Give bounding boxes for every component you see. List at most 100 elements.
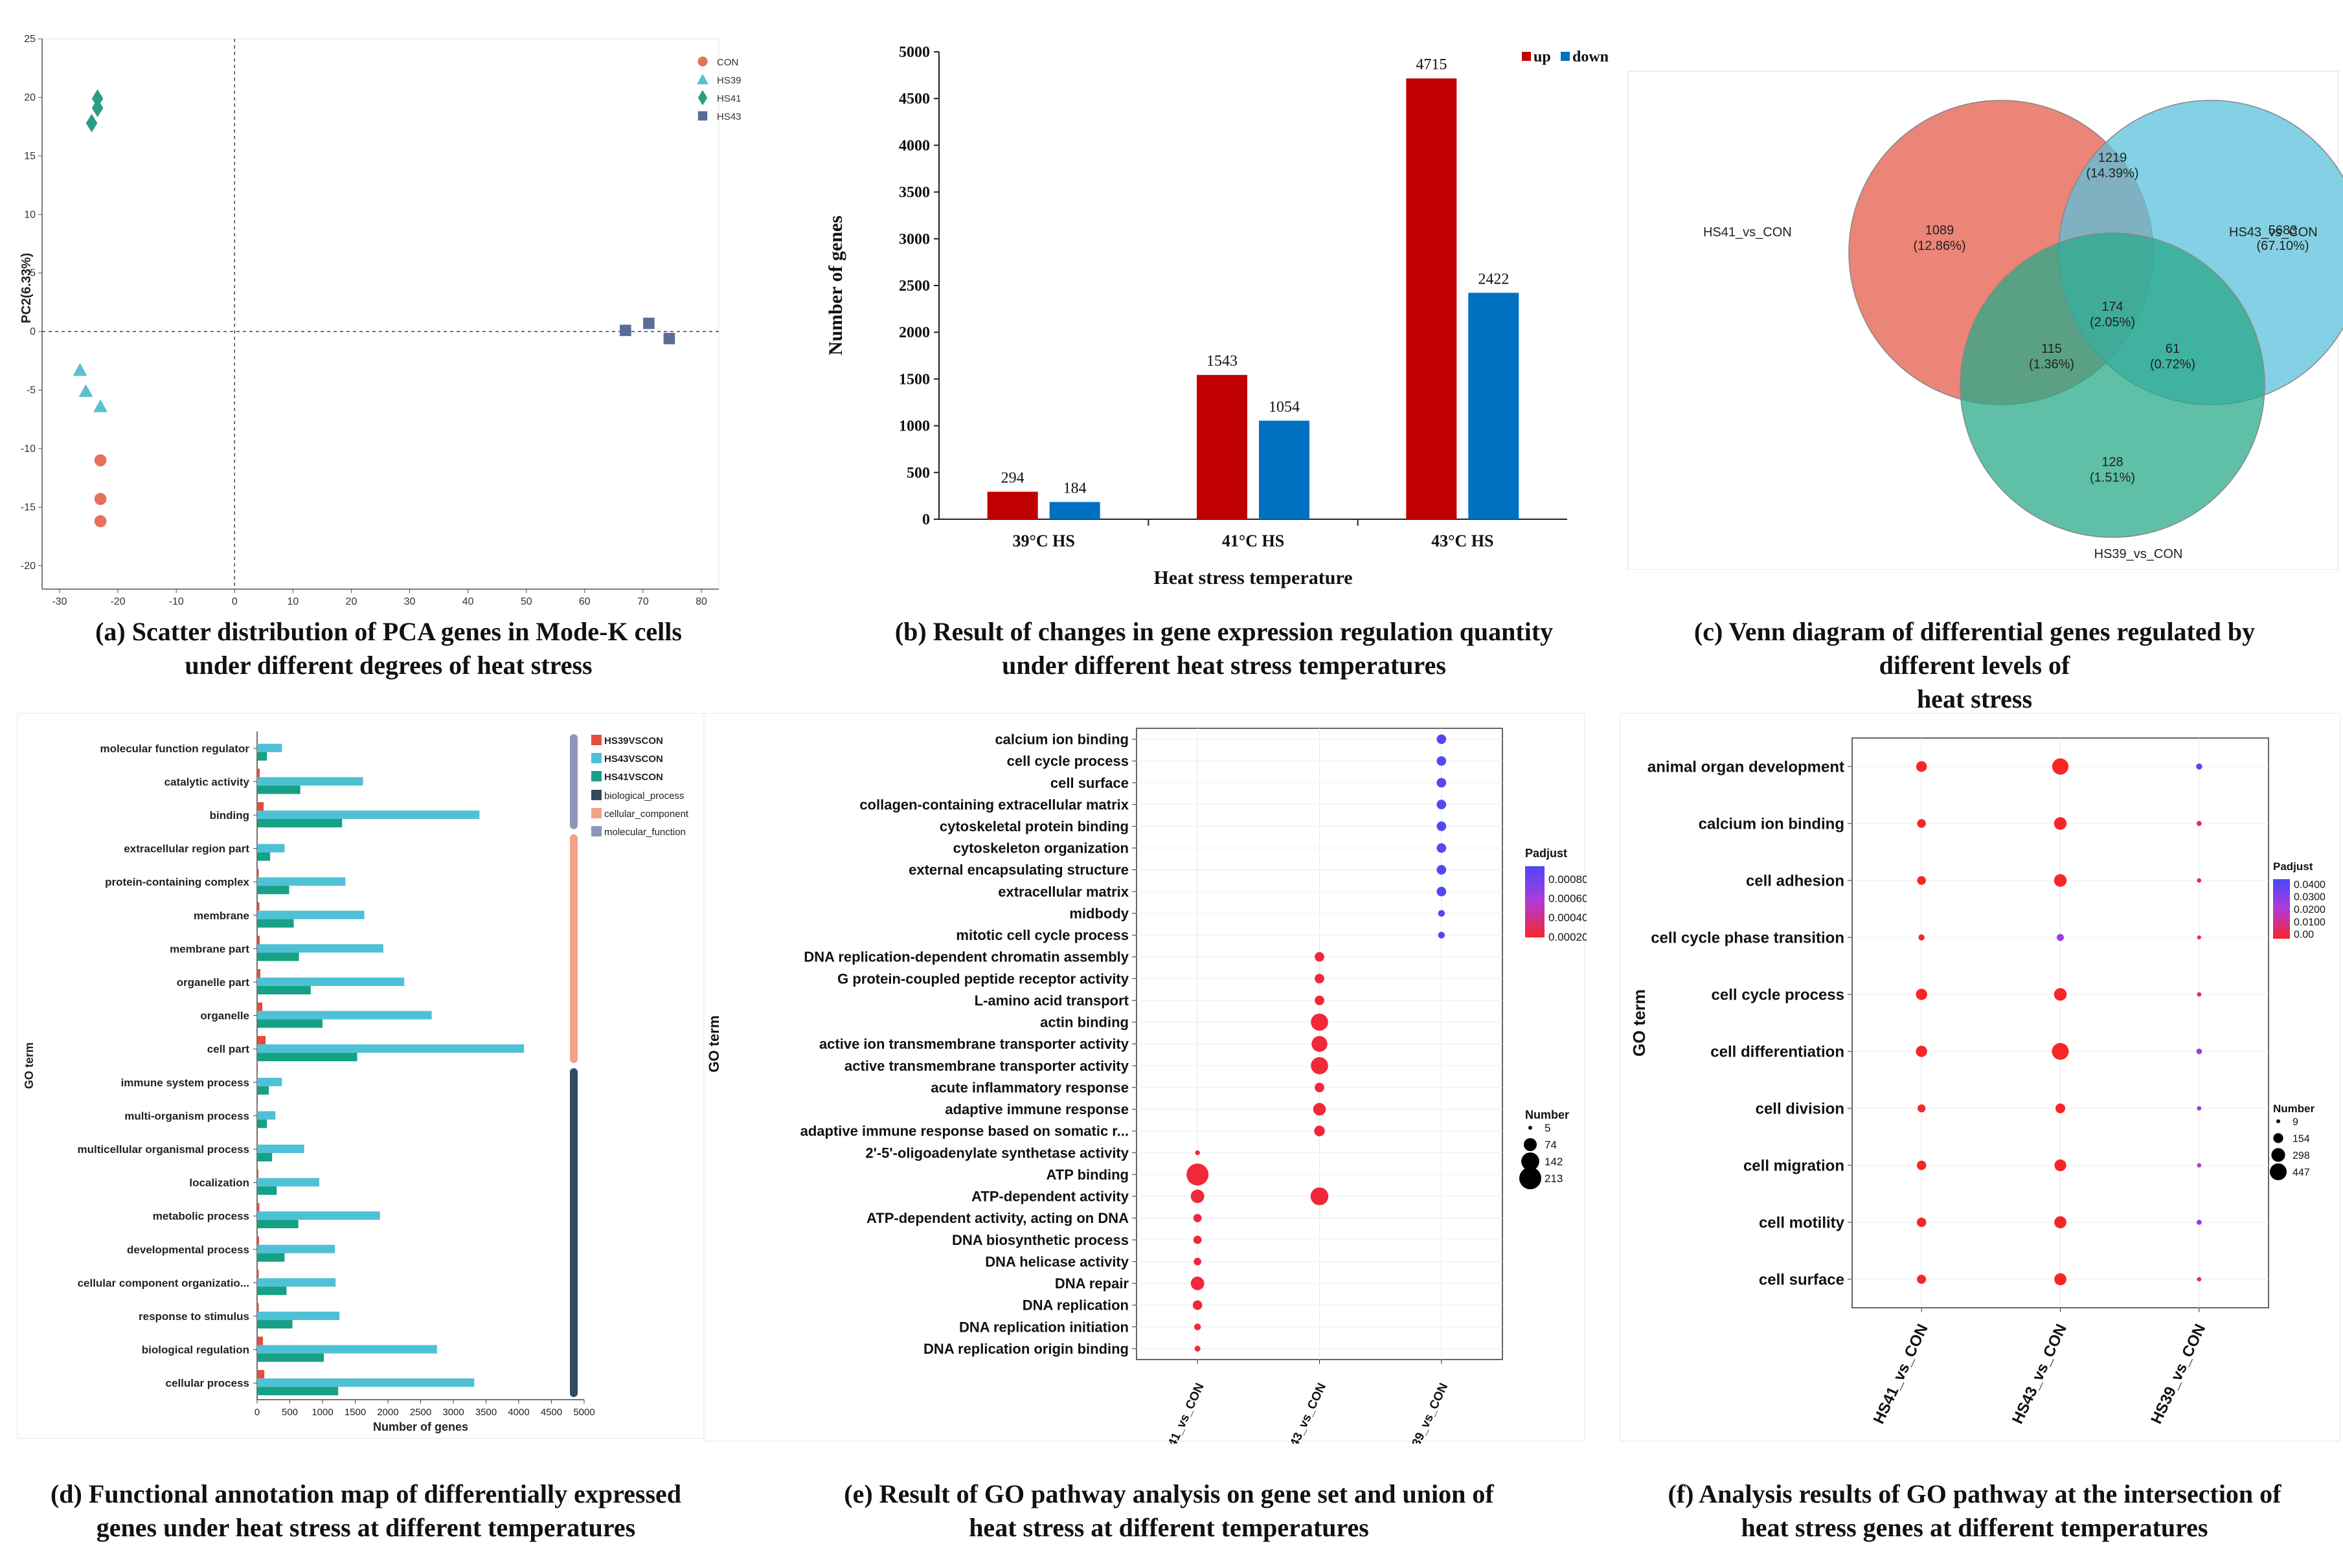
caption-d-line1: (d) Functional annotation map of differe… [50,1479,682,1508]
point-hs43 [620,324,631,337]
dot [1193,1235,1202,1244]
caption-a-line2: under different degrees of heat stress [185,651,593,680]
legend-label-hs41vscon: HS41VSCON [604,772,663,783]
y-tick-label: 5000 [899,44,930,61]
bar-hs39vscon [257,1270,259,1279]
dot [1190,1189,1205,1204]
bar-value-label: 2422 [1478,271,1509,287]
bar-value-label: 1543 [1206,353,1238,370]
venn-count-2: 128 [2101,455,2123,469]
colorbar-label: 0.0200 [2294,904,2326,915]
term-label: collagen-containing extracellular matrix [859,796,1129,812]
x-tick-label: 0 [255,1407,260,1418]
point-con [94,493,107,506]
term-label: DNA helicase activity [985,1253,1129,1270]
term-label: cytoskeleton organization [953,840,1129,857]
dot [1190,1276,1205,1290]
dot [1436,734,1447,745]
category-label: cellular process [166,1377,249,1389]
x-tick-label: 70 [637,596,649,607]
term-label: G protein-coupled peptide receptor activ… [837,970,1129,987]
caption-a: (a) Scatter distribution of PCA genes in… [0,615,777,682]
bar-down [1259,420,1309,519]
venn-pct-3: (14.39%) [2086,166,2138,181]
bar-hs43vscon [257,743,282,752]
bar-hs43vscon [257,1378,475,1387]
bar-hs39vscon [257,1336,264,1345]
bar-hs39vscon [257,1136,258,1145]
term-label: cell cycle process [1007,753,1129,769]
x-tick-label: 30 [404,596,416,607]
venn-count-3: 1219 [2098,151,2127,165]
term-label: L-amino acid transport [975,992,1129,1009]
bar-value-label: 4715 [1416,56,1447,73]
category-label: binding [210,809,249,822]
legend-swatch-hs43vscon [591,753,602,763]
size-legend-dot [1519,1167,1541,1189]
y-axis-title: PC2(6.33%) [19,253,34,324]
dot [1311,1036,1328,1052]
caption-b-line2: under different heat stress temperatures [1002,651,1446,680]
y-tick-label: 3500 [899,185,930,201]
legend-swatch-hs41vscon [591,771,602,781]
dot [1436,778,1447,788]
bar-hs39vscon [257,802,264,811]
category-label: biological regulation [142,1344,249,1356]
x-tick-label: 39°C HS [1012,532,1074,550]
legend-label-hs41: HS41 [717,93,741,104]
caption-f-line2: heat stress genes at different temperatu… [1741,1513,2208,1542]
bar-hs39vscon [257,768,260,778]
caption-c-line2: different levels of [1879,651,2070,680]
term-label: animal organ development [1647,758,1844,776]
legend-label-down: down [1572,49,1609,65]
dot [1436,843,1447,853]
category-label: molecular function regulator [100,743,250,755]
venn-pct-2: (1.51%) [2090,471,2135,485]
term-label: DNA replication [1023,1297,1129,1314]
venn-count-0: 1089 [1925,223,1954,238]
dot [2057,934,2064,941]
bar-hs41vscon [257,819,343,827]
term-label: cell cycle phase transition [1651,929,1844,946]
caption-e-line1: (e) Result of GO pathway analysis on gen… [844,1479,1494,1508]
x-tick-label: 0 [232,596,238,607]
bar-hs43vscon [257,1178,319,1187]
category-label: organelle [200,1010,249,1022]
term-label: cell migration [1743,1157,1844,1174]
bar-hs43vscon [257,1278,336,1287]
y-axis-title: Number of genes [825,216,846,355]
category-label: developmental process [127,1244,249,1256]
bar-hs39vscon [257,869,259,878]
dot [1192,1300,1203,1310]
y-tick-label: 5 [30,268,36,279]
term-label: mitotic cell cycle process [956,927,1129,943]
dot [2054,1273,2066,1286]
dot [1918,1104,1926,1113]
bar-hs43vscon [257,1145,304,1153]
venn-pct-5: (0.72%) [2150,357,2195,372]
bar-hs41vscon [257,1019,323,1028]
bar-hs39vscon [257,1236,260,1245]
bar-hs41vscon [257,785,300,794]
bar-hs39vscon [257,1370,265,1379]
dot [2197,1163,2202,1168]
colorbar [2273,879,2290,939]
size-legend-dot [2273,1133,2283,1143]
term-label: cell surface [1759,1271,1844,1288]
dot [2054,988,2067,1001]
dot [1186,1163,1209,1186]
size-legend-label: 154 [2292,1134,2310,1145]
bar-hs39vscon [257,969,261,978]
dot [1194,1345,1201,1352]
x-tick-label: 40 [462,596,474,607]
term-label: ATP-dependent activity [971,1189,1129,1205]
dot [2196,763,2202,770]
category-label: extracellular region part [124,843,249,855]
venn-count-6: 174 [2101,300,2123,314]
y-tick-label: 1500 [899,371,930,388]
y-tick-label: 10 [24,209,36,220]
dot [2196,821,2202,826]
dot [2197,992,2202,997]
bar-hs41vscon [257,1320,293,1328]
